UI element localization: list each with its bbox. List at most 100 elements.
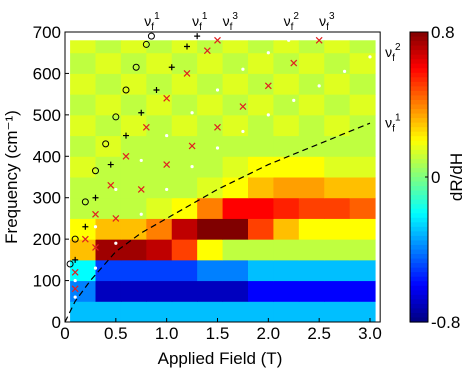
heat-cell — [146, 218, 173, 240]
heat-cell — [120, 94, 147, 116]
heat-cell — [120, 239, 147, 261]
heat-cell — [273, 259, 300, 282]
heat-cell — [273, 301, 300, 323]
dot-marker — [93, 225, 98, 229]
curve-label-sub: f — [151, 22, 154, 33]
heat-cell — [171, 156, 198, 178]
colorbar-step — [410, 50, 428, 56]
heat-cell — [171, 135, 198, 157]
cross-marker — [183, 70, 191, 77]
heat-cell — [120, 73, 147, 95]
colorbar-step — [410, 122, 428, 128]
plus-marker — [123, 132, 129, 139]
x-tick-label: 2.0 — [257, 324, 281, 343]
x-tick-label: 1.5 — [206, 324, 230, 343]
colorbar-step — [410, 272, 428, 278]
heat-cell — [273, 239, 300, 261]
heat-cell — [95, 114, 122, 137]
curve-label-sup: 3 — [232, 11, 238, 22]
heat-cell — [146, 280, 173, 302]
heat-cell — [248, 197, 274, 219]
circle-marker — [66, 260, 74, 268]
heat-cell — [197, 114, 224, 137]
heat-cell — [70, 52, 96, 74]
heat-cell — [222, 280, 249, 302]
heat-cell — [298, 114, 325, 137]
heat-cell — [324, 218, 351, 240]
heat-cell — [248, 114, 274, 137]
cross-marker — [315, 36, 323, 44]
heat-cell — [222, 52, 249, 74]
colorbar-step — [410, 190, 428, 196]
curve-label-base: ν — [284, 13, 291, 29]
colorbar-step — [410, 63, 428, 69]
heat-cell — [298, 218, 325, 240]
heat-cell — [349, 197, 376, 219]
colorbar-step — [410, 267, 428, 273]
heat-cell — [146, 73, 173, 95]
dot-marker — [266, 51, 270, 55]
colorbar-step — [410, 158, 428, 165]
heat-cell — [273, 156, 300, 178]
heat-cell — [248, 280, 274, 302]
dot-marker — [215, 88, 220, 92]
dashed-curve — [64, 122, 371, 323]
curve-label-sub: f — [326, 22, 329, 33]
heat-cell — [120, 197, 147, 219]
heat-cell — [95, 259, 122, 282]
heat-cell — [95, 135, 122, 157]
heat-cell — [298, 280, 325, 302]
colorbar-step — [410, 222, 428, 228]
heat-cell — [222, 177, 249, 199]
heat-cell — [120, 177, 147, 199]
cross-marker — [142, 123, 150, 131]
circle-marker — [92, 167, 99, 175]
dot-marker — [317, 84, 321, 88]
cross-marker — [188, 142, 196, 150]
heat-cell — [120, 280, 147, 302]
heat-cell — [70, 135, 96, 157]
cross-marker — [290, 59, 298, 67]
colorbar-step — [410, 32, 428, 38]
circle-marker — [122, 86, 130, 94]
circle-marker — [132, 63, 140, 71]
dot-marker — [139, 212, 143, 216]
colorbar-tick-label: 0.8 — [431, 23, 455, 42]
heat-cell — [70, 156, 96, 178]
cross-marker — [107, 181, 115, 189]
heat-cell — [197, 218, 224, 240]
heat-cell — [171, 259, 198, 282]
heat-cell — [324, 239, 351, 261]
curve-label-sup: 1 — [395, 112, 401, 123]
cross-marker — [163, 161, 171, 168]
curve-label-base: ν — [385, 44, 392, 60]
curve-label: νf3 — [319, 11, 335, 33]
heat-cell — [222, 239, 249, 261]
dot-marker — [165, 133, 169, 138]
colorbar-step — [410, 140, 428, 146]
heat-cell — [273, 135, 300, 157]
heat-cell — [248, 218, 274, 240]
colorbar-step — [410, 36, 428, 42]
curve — [73, 55, 372, 299]
curve-label-sup: 3 — [329, 11, 335, 22]
colorbar-step — [410, 54, 428, 60]
heat-cell — [171, 239, 198, 261]
heat-cell — [146, 114, 173, 137]
dot-marker — [139, 158, 143, 163]
y-axis-label: Frequency (cm⁻¹) — [2, 110, 21, 244]
colorbar-step — [410, 104, 428, 110]
cross-marker — [214, 36, 221, 44]
plus-marker — [194, 33, 201, 40]
heat-cell — [146, 40, 173, 54]
curve-label: νf2 — [385, 42, 401, 64]
heat-cell — [349, 40, 376, 54]
heat-cell — [248, 94, 274, 116]
colorbar-step — [410, 172, 428, 178]
colorbar-step — [410, 299, 428, 305]
colorbar-step — [410, 113, 428, 119]
heat-cell — [197, 197, 224, 219]
heat-cell — [171, 94, 198, 116]
colorbar-tick-label: 0 — [431, 168, 440, 187]
heat-cell — [171, 177, 198, 199]
